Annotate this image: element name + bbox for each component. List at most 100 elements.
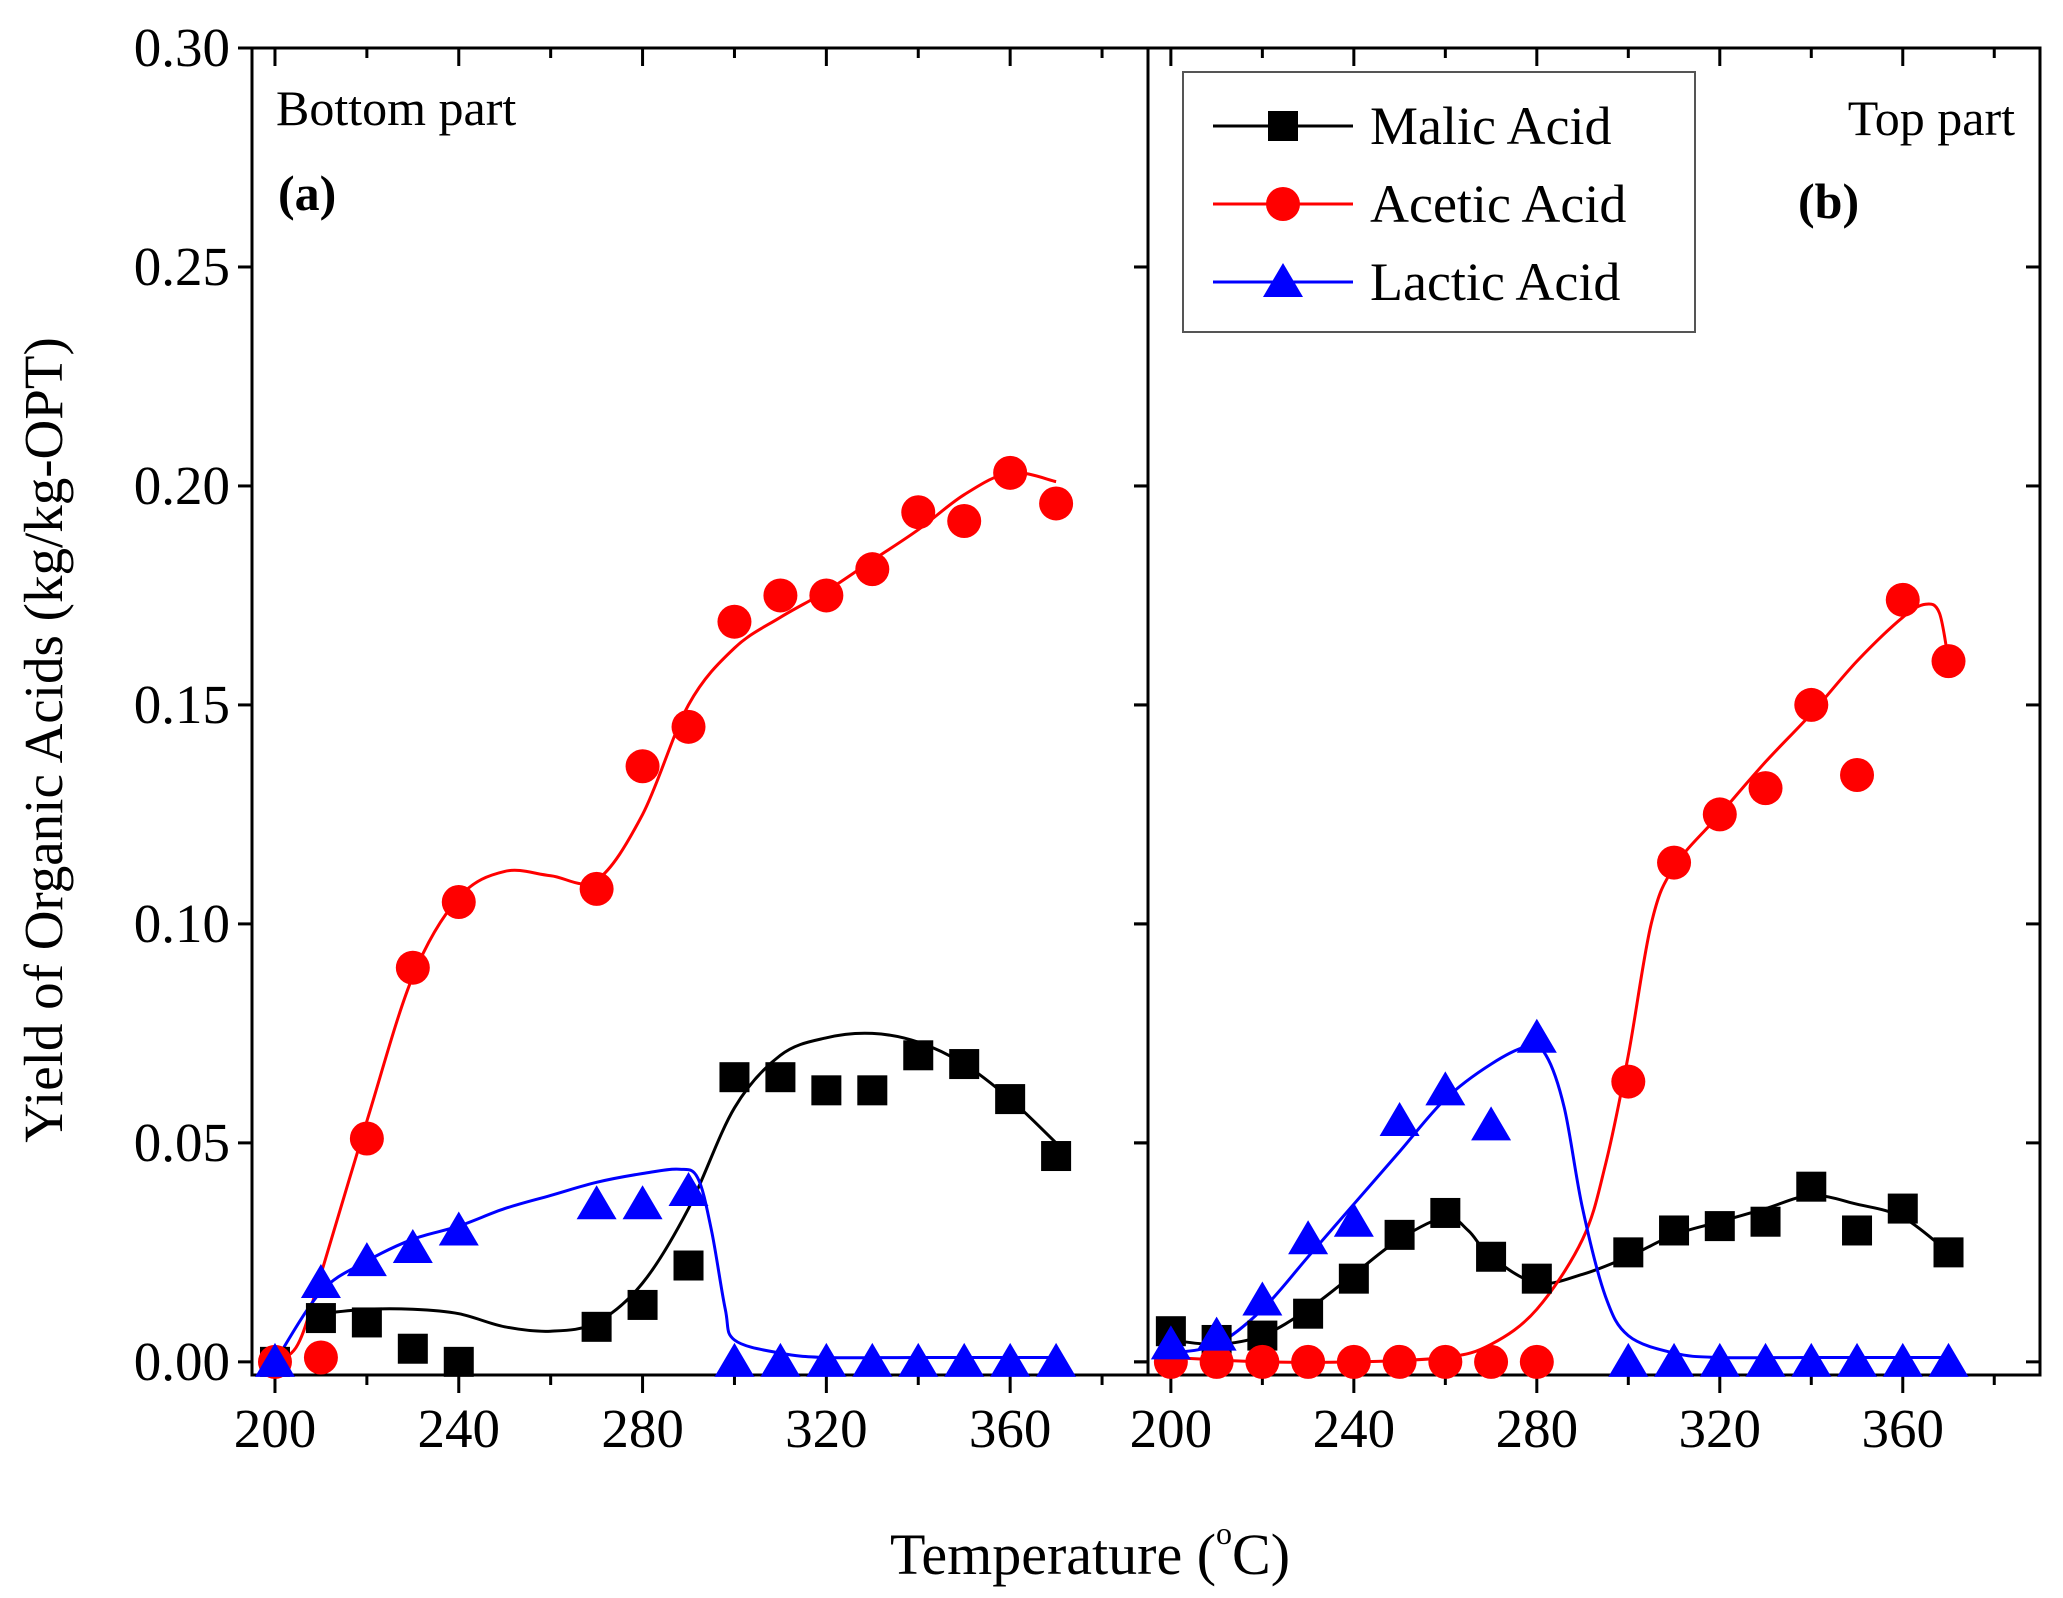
data-point-malic-acid [719,1062,750,1093]
data-point-lactic-acid [714,1342,755,1377]
data-point-malic-acid [1041,1141,1072,1172]
panel-tag: (b) [1798,173,1859,229]
data-point-malic-acid [1430,1197,1461,1228]
data-point-malic-acid [397,1333,428,1364]
data-point-malic-acid [1384,1219,1415,1250]
data-point-acetic-acid [1657,845,1692,880]
panel-name: Bottom part [276,80,516,136]
data-point-acetic-acid [1382,1344,1417,1379]
data-point-lactic-acid [1379,1101,1420,1136]
data-point-malic-acid [1338,1263,1369,1294]
data-point-lactic-acid [806,1342,847,1377]
data-point-lactic-acid [1928,1342,1969,1377]
data-point-malic-acid [673,1250,704,1281]
data-point-acetic-acid [1291,1344,1326,1379]
data-point-acetic-acid [1885,582,1920,617]
data-point-acetic-acid [717,604,752,639]
x-tick-label: 320 [785,1398,868,1459]
data-point-lactic-acid [576,1185,617,1220]
data-point-lactic-acid [990,1342,1031,1377]
x-axis-label: Temperature (oC) [890,1515,1290,1587]
data-point-malic-acid [857,1075,888,1106]
data-point-malic-acid [1521,1263,1552,1294]
panel-tag: (a) [278,165,336,221]
data-point-malic-acid [443,1346,474,1377]
data-point-acetic-acid [809,578,844,613]
data-point-acetic-acid [1840,758,1875,793]
data-point-lactic-acid [760,1342,801,1377]
data-point-acetic-acid [1702,797,1737,832]
data-point-malic-acid [811,1075,842,1106]
fit-line-acetic-acid [274,470,1057,1364]
data-point-acetic-acid [1748,771,1783,806]
data-point-malic-acid [1842,1215,1873,1246]
data-point-malic-acid [1887,1193,1918,1224]
fit-line-acetic-acid [1170,602,1950,1364]
data-point-acetic-acid [1931,644,1966,679]
data-point-malic-acid [305,1303,336,1334]
y-tick-label: 0.15 [134,674,230,735]
x-axis-label-degree: o [1216,1515,1232,1551]
data-point-lactic-acid [392,1228,433,1263]
data-point-lactic-acid [1471,1106,1512,1141]
legend-marker-malic-acid [1268,111,1298,141]
legend-entry-lactic-acid: Lactic Acid [1213,252,1620,312]
data-point-lactic-acid [1196,1316,1237,1351]
data-point-lactic-acid [622,1185,663,1220]
data-point-malic-acid [1293,1298,1324,1329]
data-point-acetic-acid [1611,1064,1646,1099]
data-point-acetic-acid [303,1340,338,1375]
data-point-lactic-acid [254,1342,295,1377]
data-point-malic-acid [351,1307,382,1338]
data-point-lactic-acid [1036,1342,1077,1377]
data-point-lactic-acid [1516,1018,1557,1053]
y-tick-label: 0.20 [134,455,230,516]
data-point-acetic-acid [1245,1344,1280,1379]
x-tick-label: 280 [1496,1398,1579,1459]
plot-frame [1146,46,2042,1377]
y-tick-label: 0.30 [134,17,230,78]
data-point-lactic-acid [1745,1342,1786,1377]
data-point-acetic-acid [1474,1344,1509,1379]
data-point-lactic-acid [438,1211,479,1246]
data-point-lactic-acid [1882,1342,1923,1377]
data-point-malic-acid [995,1084,1026,1115]
legend-marker-lactic-acid [1263,263,1303,297]
data-point-acetic-acid [763,578,798,613]
data-point-malic-acid [581,1311,612,1342]
legend-marker-acetic-acid [1266,187,1300,221]
data-point-lactic-acid [668,1172,709,1207]
x-tick-label: 320 [1679,1398,1762,1459]
data-point-lactic-acid [852,1342,893,1377]
data-point-lactic-acid [1333,1202,1374,1237]
data-point-malic-acid [1613,1237,1644,1268]
data-point-lactic-acid [1654,1342,1695,1377]
data-point-lactic-acid [1150,1325,1191,1360]
data-point-malic-acid [1796,1171,1827,1202]
data-point-acetic-acid [579,871,614,906]
data-point-lactic-acid [300,1264,341,1299]
legend-entry-malic-acid: Malic Acid [1213,96,1611,156]
x-tick-label: 200 [234,1398,317,1459]
data-point-lactic-acid [1288,1220,1329,1255]
data-point-acetic-acid [855,552,890,587]
x-tick-label: 360 [969,1398,1052,1459]
data-point-acetic-acid [625,749,660,784]
data-point-acetic-acid [349,1121,384,1156]
legend-entry-acetic-acid: Acetic Acid [1213,174,1626,234]
data-point-acetic-acid [1336,1344,1371,1379]
data-point-acetic-acid [671,709,706,744]
fit-line-malic-acid [1170,1193,1950,1346]
legend-label: Acetic Acid [1370,174,1626,234]
y-tick-label: 0.10 [134,893,230,954]
y-tick-label: 0.25 [134,236,230,297]
data-point-acetic-acid [1428,1344,1463,1379]
panel-name: Top part [1848,90,2015,146]
data-point-acetic-acid [1794,687,1829,722]
x-tick-label: 240 [1313,1398,1396,1459]
legend-label: Lactic Acid [1370,252,1620,312]
data-point-malic-acid [1933,1237,1964,1268]
data-point-acetic-acid [441,885,476,920]
legend: Malic Acid Acetic Acid Lactic Acid [1182,71,1696,333]
